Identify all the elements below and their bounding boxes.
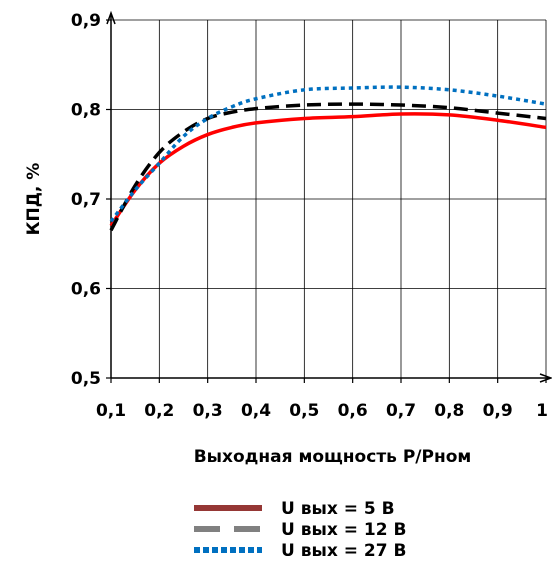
y-tick-label: 0,8	[71, 101, 101, 121]
x-tick-label: 0,5	[289, 401, 319, 421]
y-tick-label: 0,6	[71, 280, 101, 300]
x-tick-label: 0,8	[434, 401, 464, 421]
x-tick-label: 0,6	[338, 401, 368, 421]
x-tick-label: 0,3	[193, 401, 223, 421]
series-line-1	[109, 112, 547, 227]
x-axis-title: Выходная мощность P/Pном	[194, 447, 472, 467]
series-lines	[109, 85, 547, 232]
series-line-2	[109, 102, 547, 232]
x-tick-label: 0,1	[96, 401, 126, 421]
x-axis-arrow	[539, 373, 552, 383]
x-tick-label: 1	[536, 401, 548, 421]
series-line-3	[109, 85, 547, 223]
legend-label-2: U вых = 12 В	[281, 520, 406, 540]
x-tick-label: 0,2	[144, 401, 174, 421]
x-tick-label: 0,7	[386, 401, 416, 421]
tick-labels: 0,5 0,6 0,7 0,8 0,9 0,1 0,2 0,3 0,4 0,5 0,6 0,7 0,8 0…	[71, 11, 548, 421]
grid	[111, 19, 547, 378]
x-tick-label: 0,9	[483, 401, 513, 421]
x-tick-label: 0,4	[241, 401, 271, 421]
y-axis-title: КПД, %	[24, 163, 44, 236]
legend-label-3: U вых = 27 В	[281, 541, 406, 561]
legend-label-1: U вых = 5 В	[281, 499, 395, 519]
y-tick-label: 0,5	[71, 369, 101, 389]
y-tick-label: 0,7	[71, 190, 101, 210]
y-tick-label: 0,9	[71, 11, 101, 31]
legend: U вых = 5 ВU вых = 12 ВU вых = 27 В	[194, 499, 406, 561]
axes	[106, 10, 552, 383]
